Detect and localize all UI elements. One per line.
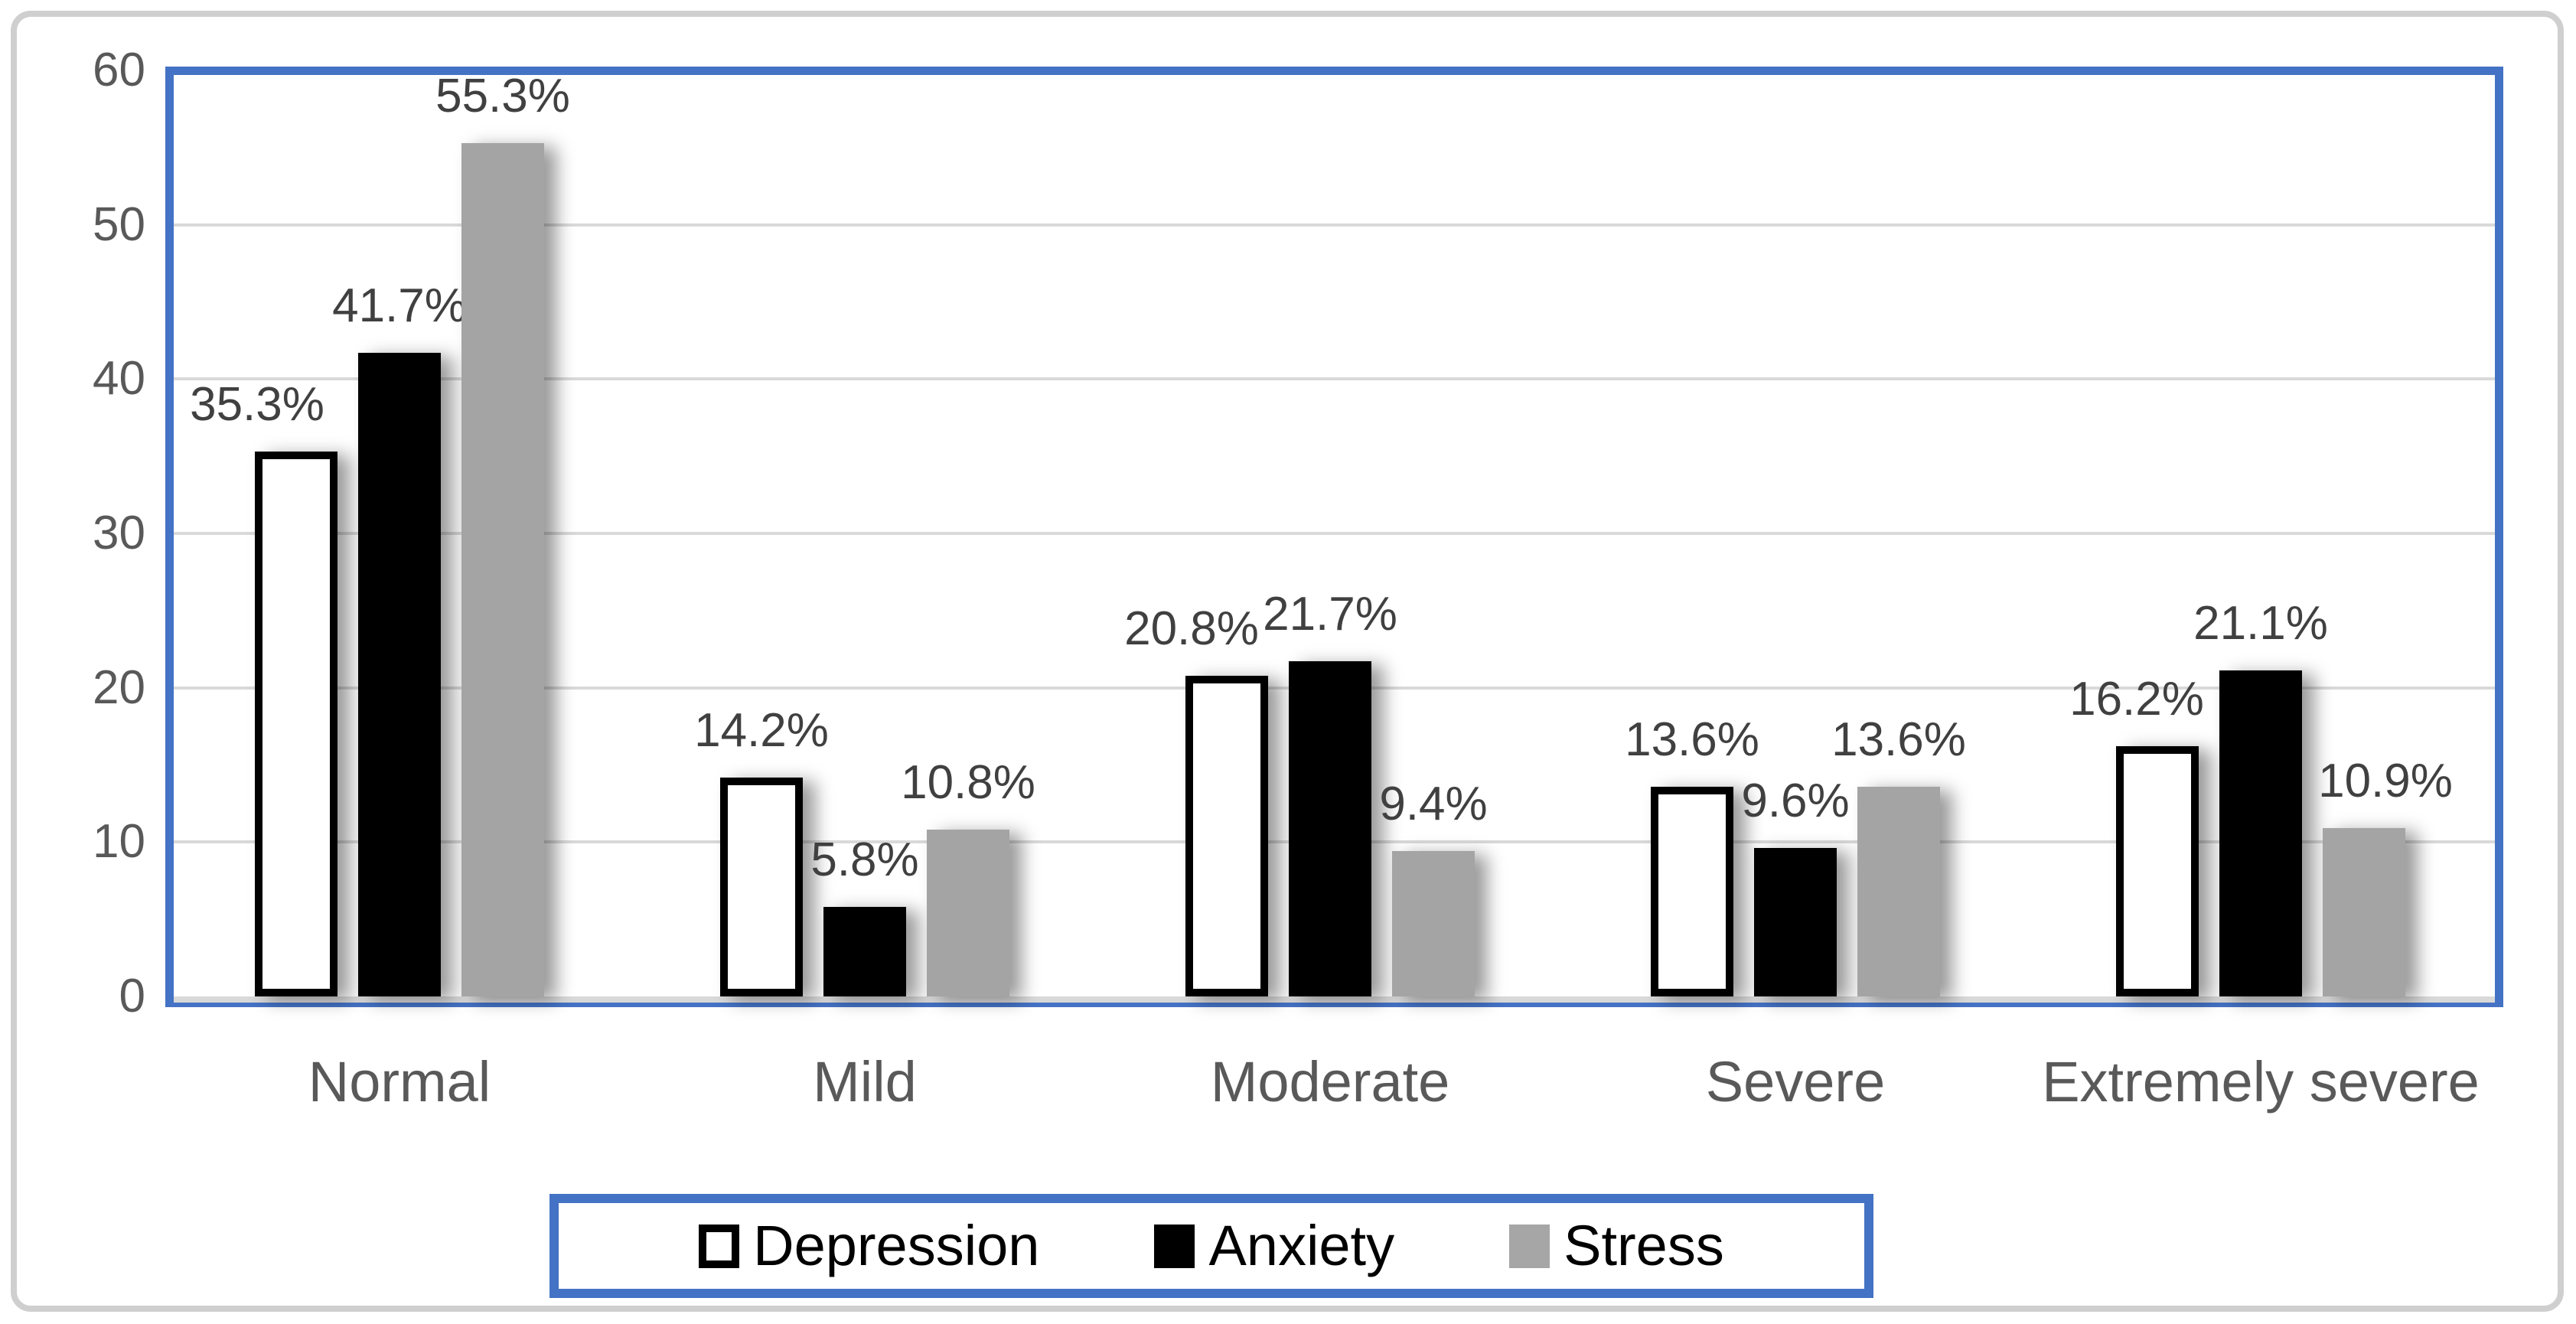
data-label-depression-moderate: 20.8% bbox=[1124, 602, 1259, 655]
legend-item-anxiety: Anxiety bbox=[1154, 1218, 1394, 1274]
x-category-label-extremely-severe: Extremely severe bbox=[2042, 1050, 2480, 1114]
bar-stress-normal bbox=[461, 143, 544, 996]
data-label-depression-normal: 35.3% bbox=[190, 378, 324, 431]
legend-item-stress: Stress bbox=[1509, 1218, 1724, 1274]
data-label-stress-moderate: 9.4% bbox=[1379, 778, 1488, 830]
data-label-stress-severe: 13.6% bbox=[1831, 713, 1966, 766]
data-label-depression-severe: 13.6% bbox=[1625, 713, 1759, 766]
data-label-anxiety-normal: 41.7% bbox=[332, 279, 467, 332]
legend-item-depression: Depression bbox=[699, 1218, 1039, 1274]
x-category-label-moderate: Moderate bbox=[1210, 1050, 1450, 1114]
data-label-depression-extremely-severe: 16.2% bbox=[2069, 673, 2204, 726]
bar-anxiety-normal bbox=[358, 353, 441, 996]
x-category-label-severe: Severe bbox=[1705, 1050, 1886, 1114]
bar-stress-extremely-severe bbox=[2323, 828, 2405, 996]
legend-label-anxiety: Anxiety bbox=[1208, 1214, 1395, 1277]
data-label-anxiety-mild: 5.8% bbox=[810, 833, 919, 886]
bar-anxiety-mild bbox=[823, 907, 906, 996]
y-tick-label-20: 20 bbox=[93, 661, 145, 714]
gridline-40 bbox=[174, 377, 2495, 380]
x-category-label-normal: Normal bbox=[308, 1050, 491, 1114]
bar-anxiety-moderate bbox=[1289, 661, 1371, 996]
data-label-stress-extremely-severe: 10.9% bbox=[2318, 755, 2453, 807]
legend-key-stress-icon bbox=[1509, 1224, 1550, 1268]
y-axis: 0 10 20 30 40 50 60 bbox=[23, 0, 145, 1071]
bar-stress-moderate bbox=[1392, 851, 1475, 996]
legend-key-depression-icon bbox=[699, 1224, 740, 1268]
legend-label-stress: Stress bbox=[1564, 1214, 1724, 1277]
bar-anxiety-severe bbox=[1754, 848, 1837, 996]
x-axis-line bbox=[174, 996, 2495, 1003]
gridline-50 bbox=[174, 223, 2495, 227]
plot-area: 35.3% 41.7% 55.3% 14.2% 5.8% 10.8% 20.8% 21.7% 9… bbox=[165, 67, 2503, 1007]
bar-depression-severe bbox=[1651, 787, 1733, 996]
y-tick-label-50: 50 bbox=[93, 198, 145, 251]
y-tick-label-0: 0 bbox=[119, 970, 145, 1022]
legend: Depression Anxiety Stress bbox=[549, 1194, 1873, 1298]
y-tick-label-60: 60 bbox=[93, 44, 145, 96]
bar-depression-moderate bbox=[1185, 676, 1268, 996]
bar-stress-severe bbox=[1857, 787, 1940, 996]
legend-key-anxiety-icon bbox=[1154, 1224, 1195, 1268]
data-label-stress-mild: 10.8% bbox=[901, 756, 1035, 809]
bar-depression-normal bbox=[255, 452, 337, 996]
y-tick-label-40: 40 bbox=[93, 352, 145, 405]
data-label-anxiety-moderate: 21.7% bbox=[1263, 588, 1397, 641]
data-label-depression-mild: 14.2% bbox=[694, 704, 829, 757]
y-tick-label-30: 30 bbox=[93, 507, 145, 559]
gridline-30 bbox=[174, 532, 2495, 535]
data-label-anxiety-extremely-severe: 21.1% bbox=[2193, 597, 2328, 650]
bar-depression-mild bbox=[720, 778, 803, 996]
x-axis-category-labels: Normal Mild Moderate Severe Extremely severe bbox=[0, 1053, 2576, 1122]
legend-label-depression: Depression bbox=[753, 1214, 1040, 1277]
plot-inner: 35.3% 41.7% 55.3% 14.2% 5.8% 10.8% 20.8% 21.7% 9… bbox=[174, 71, 2495, 1003]
data-label-stress-normal: 55.3% bbox=[435, 70, 570, 122]
bar-depression-extremely-severe bbox=[2116, 746, 2199, 996]
data-label-anxiety-severe: 9.6% bbox=[1741, 775, 1850, 827]
bar-anxiety-extremely-severe bbox=[2219, 670, 2302, 996]
bar-stress-mild bbox=[927, 830, 1009, 996]
y-tick-label-10: 10 bbox=[93, 815, 145, 868]
x-category-label-mild: Mild bbox=[813, 1050, 917, 1114]
